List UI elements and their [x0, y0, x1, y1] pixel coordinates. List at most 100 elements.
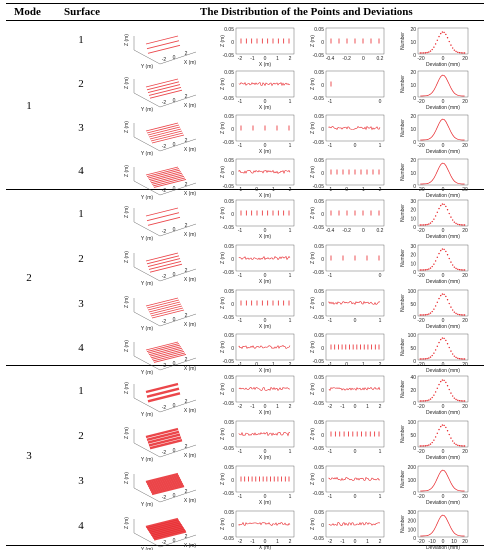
point-stripe: [145, 341, 179, 351]
y-tick-label: 100: [408, 478, 417, 484]
x-tick-label: 0: [255, 362, 258, 368]
point-stripe: [146, 430, 180, 441]
plot-row: [133, 27, 469, 65]
surface-label: 2: [78, 78, 84, 90]
deviation-curve: [420, 514, 465, 537]
x-tick-label: -20: [417, 187, 424, 193]
x-tick-label: 0: [442, 362, 445, 368]
xz-plot-frame: [235, 510, 295, 538]
y-tick-label: -0.05: [223, 140, 235, 146]
histogram-frame: [417, 244, 469, 272]
deviation-point: [443, 424, 445, 427]
x-tick-label: 0: [264, 143, 267, 149]
y-tick-label: -0.05: [223, 53, 235, 59]
point-stripe: [152, 528, 186, 540]
y-tick-label: -0.05: [223, 446, 235, 452]
x-tick-label: -1: [238, 362, 243, 368]
x-tick-label: -20: [417, 273, 424, 279]
point-stripe: [145, 382, 179, 394]
point-stripe: [146, 474, 180, 486]
deviation-point: [428, 51, 430, 53]
y-tick-label: 0: [321, 388, 324, 394]
deviation-point: [448, 302, 450, 305]
y-axis-label: Y (m): [141, 547, 153, 550]
y-tick-label: 0: [231, 127, 234, 133]
y-tick-label: 0: [413, 53, 416, 59]
y-tick-label: 0: [231, 212, 234, 218]
x-tick-label: 20: [462, 318, 468, 324]
deviation-point: [446, 299, 449, 301]
x-tick-label: 20: [462, 187, 468, 193]
xz-z-axis-label: Z (m): [220, 428, 226, 440]
y-tick-label: 0.05: [314, 333, 324, 339]
x-tick-label: 1: [289, 449, 292, 455]
deviation-point: [426, 223, 428, 226]
tick-label: 0: [173, 448, 176, 454]
y-tick-label: 0.05: [314, 199, 324, 205]
y-tick-label: 0: [321, 212, 324, 218]
point-stripe: [146, 387, 180, 398]
y-tick-label: 50: [410, 346, 416, 352]
y-tick-label: 0: [321, 40, 324, 46]
deviation-point: [448, 212, 450, 215]
x-tick-label: 0: [442, 273, 445, 279]
deviation-point: [419, 445, 421, 447]
deviation-point: [433, 46, 435, 48]
deviation-point: [462, 269, 464, 271]
yz-z-axis-label: Z (m): [310, 297, 316, 309]
x-tick-label: 10: [451, 539, 457, 545]
deviation-point: [460, 52, 462, 54]
yz-z-axis-label: Z (m): [310, 78, 316, 90]
y-axis: [133, 355, 161, 371]
histogram-x-axis-label: Deviation (mm): [426, 368, 460, 374]
deviation-point: [422, 269, 425, 271]
deviation-point: [431, 354, 433, 357]
deviation-point: [424, 358, 427, 360]
deviation-curve: [420, 162, 465, 185]
plot-row: [133, 244, 469, 282]
y-tick-label: 30: [410, 199, 416, 205]
y-tick-label: -0.05: [223, 359, 235, 365]
xz-z-axis-label: Z (m): [220, 473, 226, 485]
point-stripe: [153, 530, 187, 541]
x-tick-label: 0: [264, 99, 267, 105]
z-axis-label: Z (m): [124, 251, 130, 263]
x-axis: [159, 444, 197, 458]
x-tick-label: 2: [289, 404, 292, 410]
tick-label: 0: [173, 98, 176, 104]
x-axis: [159, 534, 197, 548]
x-tick-label: 1: [379, 494, 382, 500]
deviation-point: [463, 224, 466, 226]
point-stripe: [147, 126, 181, 136]
deviation-point: [462, 358, 464, 360]
deviation-point: [455, 222, 457, 225]
x-tick-label: 0: [379, 99, 382, 105]
x-axis-label: X (m): [184, 322, 197, 328]
x-tick-label: 0: [264, 56, 267, 62]
header-mode: Mode: [14, 6, 41, 18]
deviation-point: [446, 343, 449, 345]
y-tick-label: 0.05: [224, 465, 234, 471]
deviation-point: [424, 269, 427, 271]
x-tick-label: 0.2: [377, 56, 384, 62]
x-tick-label: 1: [289, 228, 292, 234]
deviation-point: [431, 310, 433, 313]
deviation-point: [441, 248, 444, 250]
y-tick-label: 0: [321, 433, 324, 439]
y-tick-label: 0: [231, 40, 234, 46]
x-tick-label: 0: [442, 228, 445, 234]
y-axis: [133, 532, 161, 548]
tick-label: 2: [185, 357, 188, 363]
deviation-point: [453, 442, 456, 444]
y-tick-label: 0: [321, 257, 324, 263]
z-axis-label: Z (m): [124, 165, 130, 177]
x-tick-label: 1: [276, 404, 279, 410]
deviation-point: [463, 314, 466, 316]
deviation-point: [434, 215, 437, 217]
x-tick-label: -1: [328, 318, 333, 324]
xz-x-axis-label: X (m): [259, 500, 272, 506]
point-band: [238, 82, 291, 87]
x-tick-label: 20: [462, 449, 468, 455]
deviation-point: [429, 398, 432, 400]
point-stripe: [149, 172, 183, 182]
